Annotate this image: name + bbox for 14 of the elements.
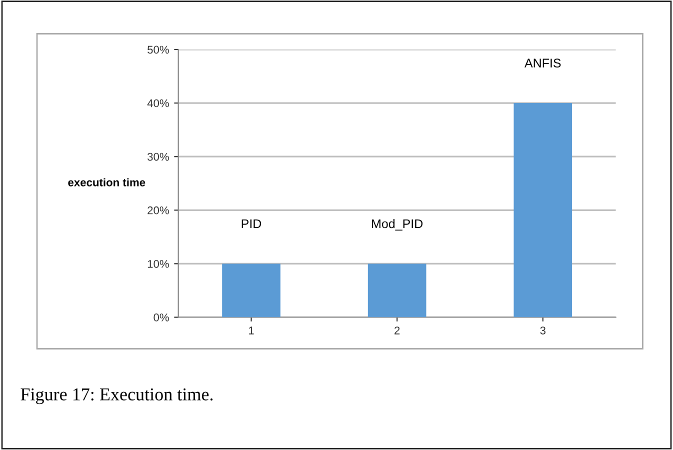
y-tick-label: 20% [148, 206, 169, 214]
annotation: Mod_PID [372, 218, 423, 231]
caption: Figure 17: Execution time. [20, 388, 213, 404]
x-tick-label: 1 [249, 326, 254, 334]
annotation: ANFIS [524, 58, 561, 68]
y-tick-label: 0% [154, 314, 169, 322]
y-tick-label: 40% [147, 99, 169, 108]
annotation: PID [242, 219, 262, 228]
y-tick-label: 10% [148, 260, 169, 268]
x-tick-label: 3 [540, 326, 546, 334]
y-tick-label: 50% [148, 46, 169, 54]
y-tick-label: 30% [148, 152, 169, 161]
x-tick-label: 2 [394, 326, 400, 334]
y-axis-title: execution time [68, 178, 146, 186]
